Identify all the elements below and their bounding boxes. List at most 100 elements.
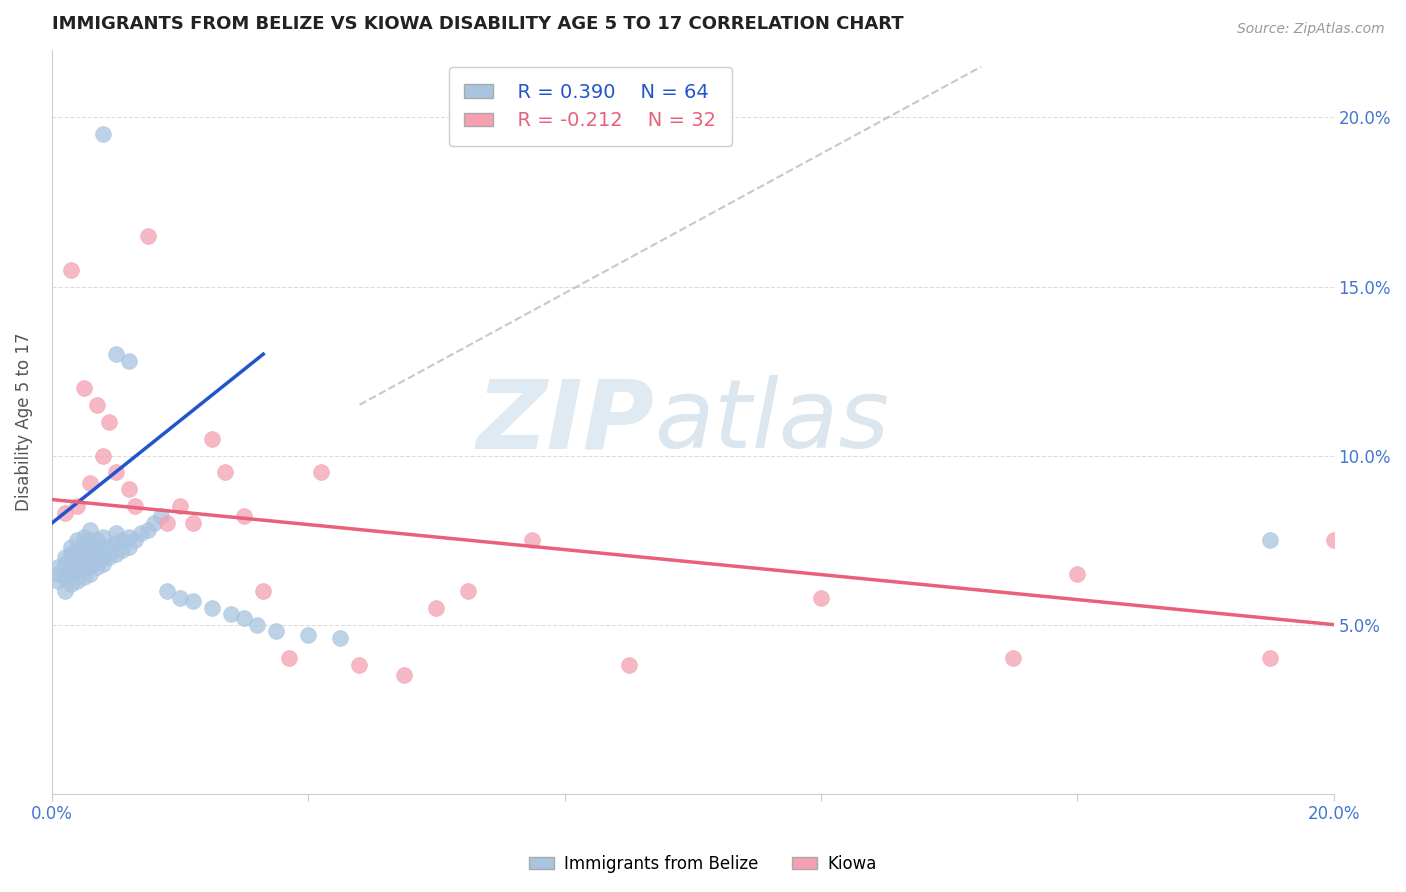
Point	[91, 557, 114, 571]
Point	[131, 526, 153, 541]
Point	[111, 533, 134, 547]
Point	[79, 475, 101, 490]
Point	[53, 570, 76, 584]
Point	[252, 583, 274, 598]
Point	[136, 228, 159, 243]
Point	[201, 600, 224, 615]
Point	[59, 566, 82, 581]
Point	[169, 500, 191, 514]
Point	[98, 540, 121, 554]
Point	[124, 500, 146, 514]
Point	[136, 523, 159, 537]
Point	[181, 594, 204, 608]
Point	[73, 570, 96, 584]
Text: atlas: atlas	[654, 376, 889, 468]
Point	[66, 553, 89, 567]
Point	[246, 617, 269, 632]
Point	[118, 354, 141, 368]
Point	[59, 577, 82, 591]
Point	[457, 583, 479, 598]
Point	[349, 658, 371, 673]
Point	[91, 530, 114, 544]
Point	[264, 624, 287, 639]
Point	[73, 530, 96, 544]
Point	[98, 549, 121, 564]
Point	[53, 506, 76, 520]
Point	[156, 583, 179, 598]
Point	[73, 540, 96, 554]
Point	[66, 500, 89, 514]
Point	[66, 564, 89, 578]
Point	[91, 128, 114, 142]
Point	[329, 631, 352, 645]
Point	[233, 509, 256, 524]
Legend: Immigrants from Belize, Kiowa: Immigrants from Belize, Kiowa	[523, 848, 883, 880]
Point	[219, 607, 242, 622]
Point	[1323, 533, 1346, 547]
Point	[91, 449, 114, 463]
Point	[118, 483, 141, 497]
Legend:   R = 0.390    N = 64,   R = -0.212    N = 32: R = 0.390 N = 64, R = -0.212 N = 32	[449, 67, 731, 145]
Point	[66, 574, 89, 588]
Point	[149, 509, 172, 524]
Point	[86, 560, 108, 574]
Point	[79, 560, 101, 574]
Point	[98, 415, 121, 429]
Point	[73, 560, 96, 574]
Point	[1066, 566, 1088, 581]
Point	[73, 381, 96, 395]
Point	[1002, 651, 1025, 665]
Point	[104, 466, 127, 480]
Point	[522, 533, 544, 547]
Point	[46, 560, 69, 574]
Point	[91, 549, 114, 564]
Point	[1258, 533, 1281, 547]
Point	[394, 668, 416, 682]
Point	[233, 611, 256, 625]
Text: IMMIGRANTS FROM BELIZE VS KIOWA DISABILITY AGE 5 TO 17 CORRELATION CHART: IMMIGRANTS FROM BELIZE VS KIOWA DISABILI…	[52, 15, 904, 33]
Point	[86, 543, 108, 558]
Point	[111, 543, 134, 558]
Point	[79, 566, 101, 581]
Point	[59, 547, 82, 561]
Point	[86, 553, 108, 567]
Point	[156, 516, 179, 531]
Point	[118, 530, 141, 544]
Point	[46, 574, 69, 588]
Text: ZIP: ZIP	[477, 376, 654, 468]
Point	[124, 533, 146, 547]
Point	[297, 628, 319, 642]
Point	[86, 533, 108, 547]
Point	[201, 432, 224, 446]
Point	[79, 540, 101, 554]
Point	[104, 347, 127, 361]
Point	[181, 516, 204, 531]
Point	[79, 523, 101, 537]
Point	[810, 591, 832, 605]
Point	[277, 651, 299, 665]
Point	[91, 540, 114, 554]
Point	[53, 583, 76, 598]
Point	[66, 533, 89, 547]
Point	[79, 533, 101, 547]
Point	[59, 262, 82, 277]
Point	[53, 557, 76, 571]
Point	[425, 600, 447, 615]
Point	[143, 516, 166, 531]
Point	[214, 466, 236, 480]
Point	[59, 540, 82, 554]
Point	[104, 547, 127, 561]
Point	[79, 549, 101, 564]
Point	[104, 526, 127, 541]
Point	[66, 543, 89, 558]
Point	[73, 549, 96, 564]
Point	[59, 557, 82, 571]
Point	[118, 540, 141, 554]
Point	[617, 658, 640, 673]
Point	[309, 466, 332, 480]
Y-axis label: Disability Age 5 to 17: Disability Age 5 to 17	[15, 333, 32, 511]
Point	[46, 566, 69, 581]
Point	[86, 398, 108, 412]
Text: Source: ZipAtlas.com: Source: ZipAtlas.com	[1237, 22, 1385, 37]
Point	[53, 549, 76, 564]
